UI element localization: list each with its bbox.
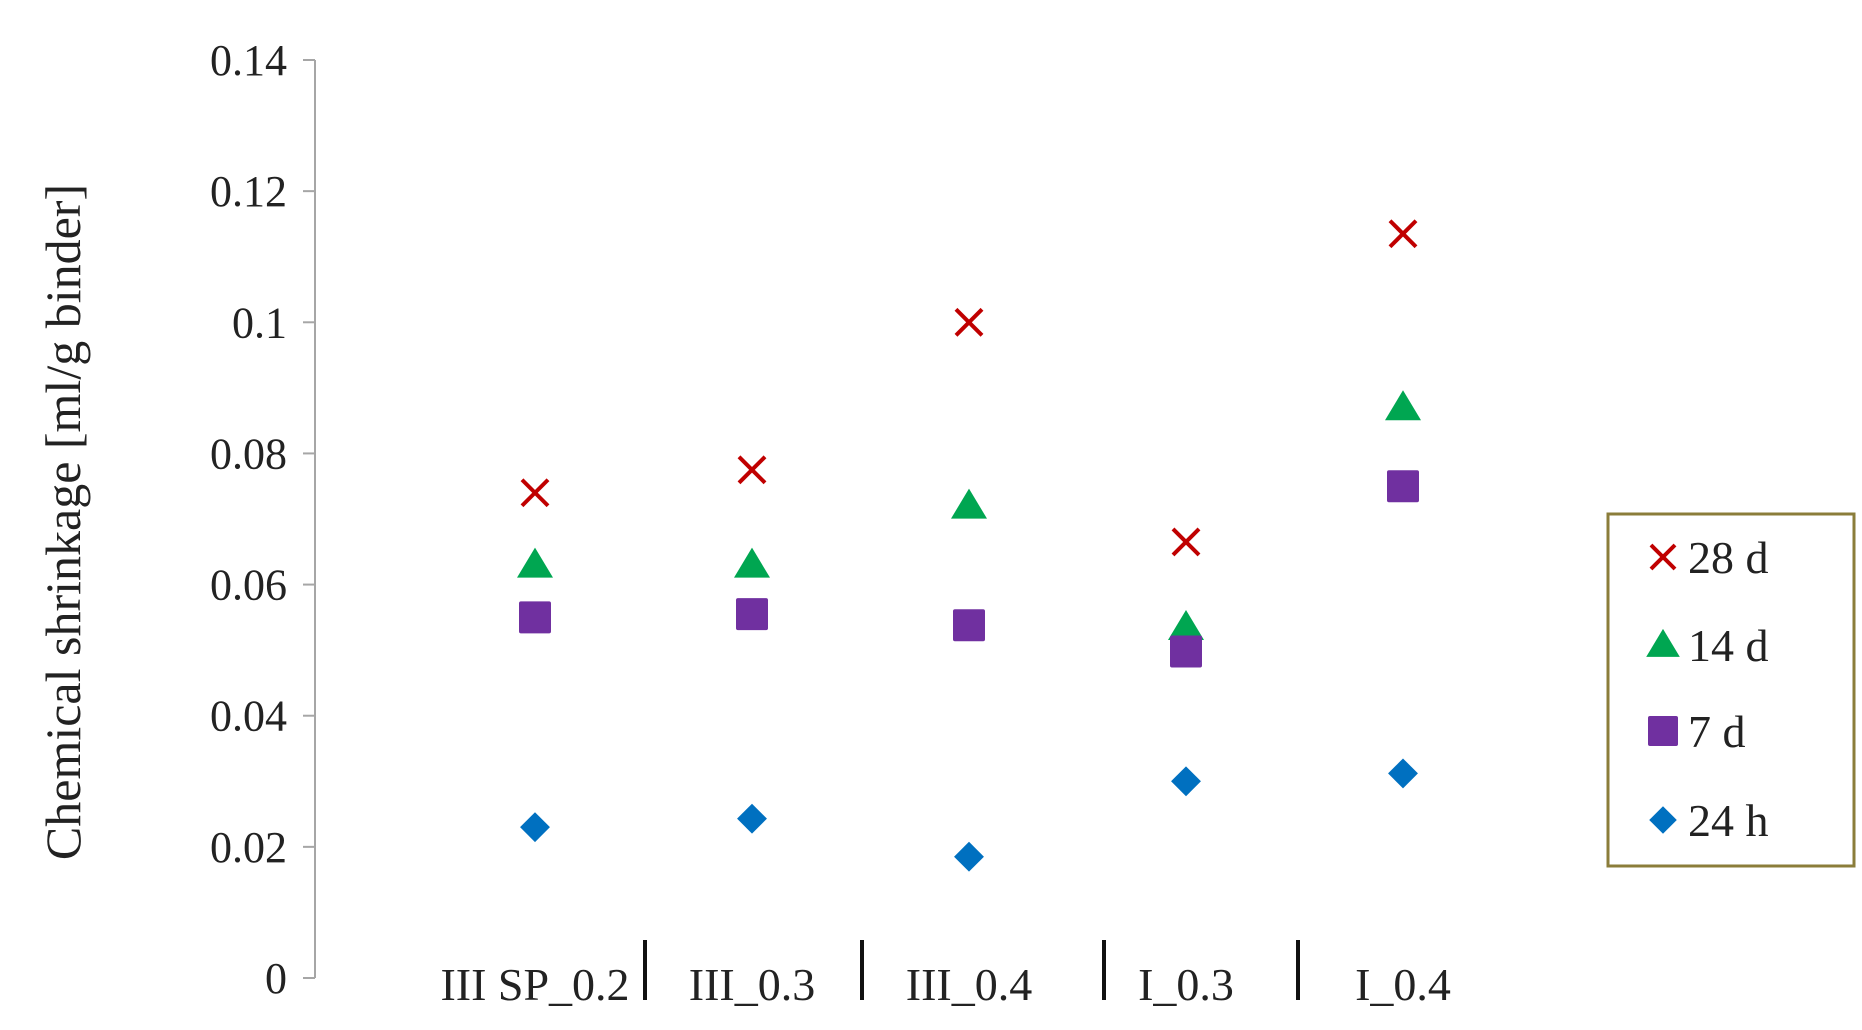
x-category-label: III_0.4 [906,959,1032,1010]
point-28-d [1171,527,1201,557]
point-24-h [954,841,984,872]
y-axis-title: Chemical shrinkage [ml/g binder] [35,184,91,860]
point-28-d [737,455,767,485]
point-24-h [1171,766,1201,797]
legend-marker-24-h [1649,806,1677,834]
point-24-h [1388,758,1418,789]
x-category-label: III_0.3 [689,959,815,1010]
point-14-d [517,547,553,578]
y-axis: 0 0.02 0.04 0.06 0.08 0.1 0.12 0.14 [210,36,316,1003]
legend-marker-7-d [1648,716,1678,746]
point-14-d [734,547,770,578]
y-tick-label: 0.06 [210,561,287,610]
legend-marker-28-d [1649,543,1677,571]
point-7-d [1170,635,1202,668]
legend-box [1606,512,1856,868]
point-14-d [951,488,987,519]
y-tick-label: 0.04 [210,692,287,741]
data-points [517,219,1421,872]
y-tick-label: 0.08 [210,429,287,478]
point-14-d [1385,390,1421,421]
y-tick-label: 0.02 [210,823,287,872]
point-7-d [1387,470,1419,503]
y-tick-label: 0 [265,954,287,1003]
y-tick-label: 0.12 [210,167,287,216]
legend-label-24-h: 24 h [1688,795,1769,846]
legend-label-28-d: 28 d [1688,532,1769,583]
x-category-label: I_0.4 [1355,959,1451,1010]
point-7-d [953,609,985,642]
point-28-d [520,478,550,508]
x-category-label: III SP_0.2 [440,959,629,1010]
x-category-label: I_0.3 [1138,959,1234,1010]
y-tick-label: 0.1 [232,298,287,347]
legend: 28 d 14 d 7 d 24 h [1606,512,1856,868]
point-28-d [1388,219,1418,249]
point-7-d [519,601,551,634]
point-24-h [520,812,550,843]
y-tick-label: 0.14 [210,36,287,85]
point-7-d [736,598,768,631]
point-14-d [1168,609,1204,640]
legend-marker-14-d [1646,628,1680,657]
x-axis: III SP_0.2 III_0.3 III_0.4 I_0.3 I_0.4 [440,940,1451,1010]
point-24-h [737,803,767,834]
legend-label-7-d: 7 d [1688,706,1746,757]
point-28-d [954,307,984,337]
legend-label-14-d: 14 d [1688,620,1769,671]
